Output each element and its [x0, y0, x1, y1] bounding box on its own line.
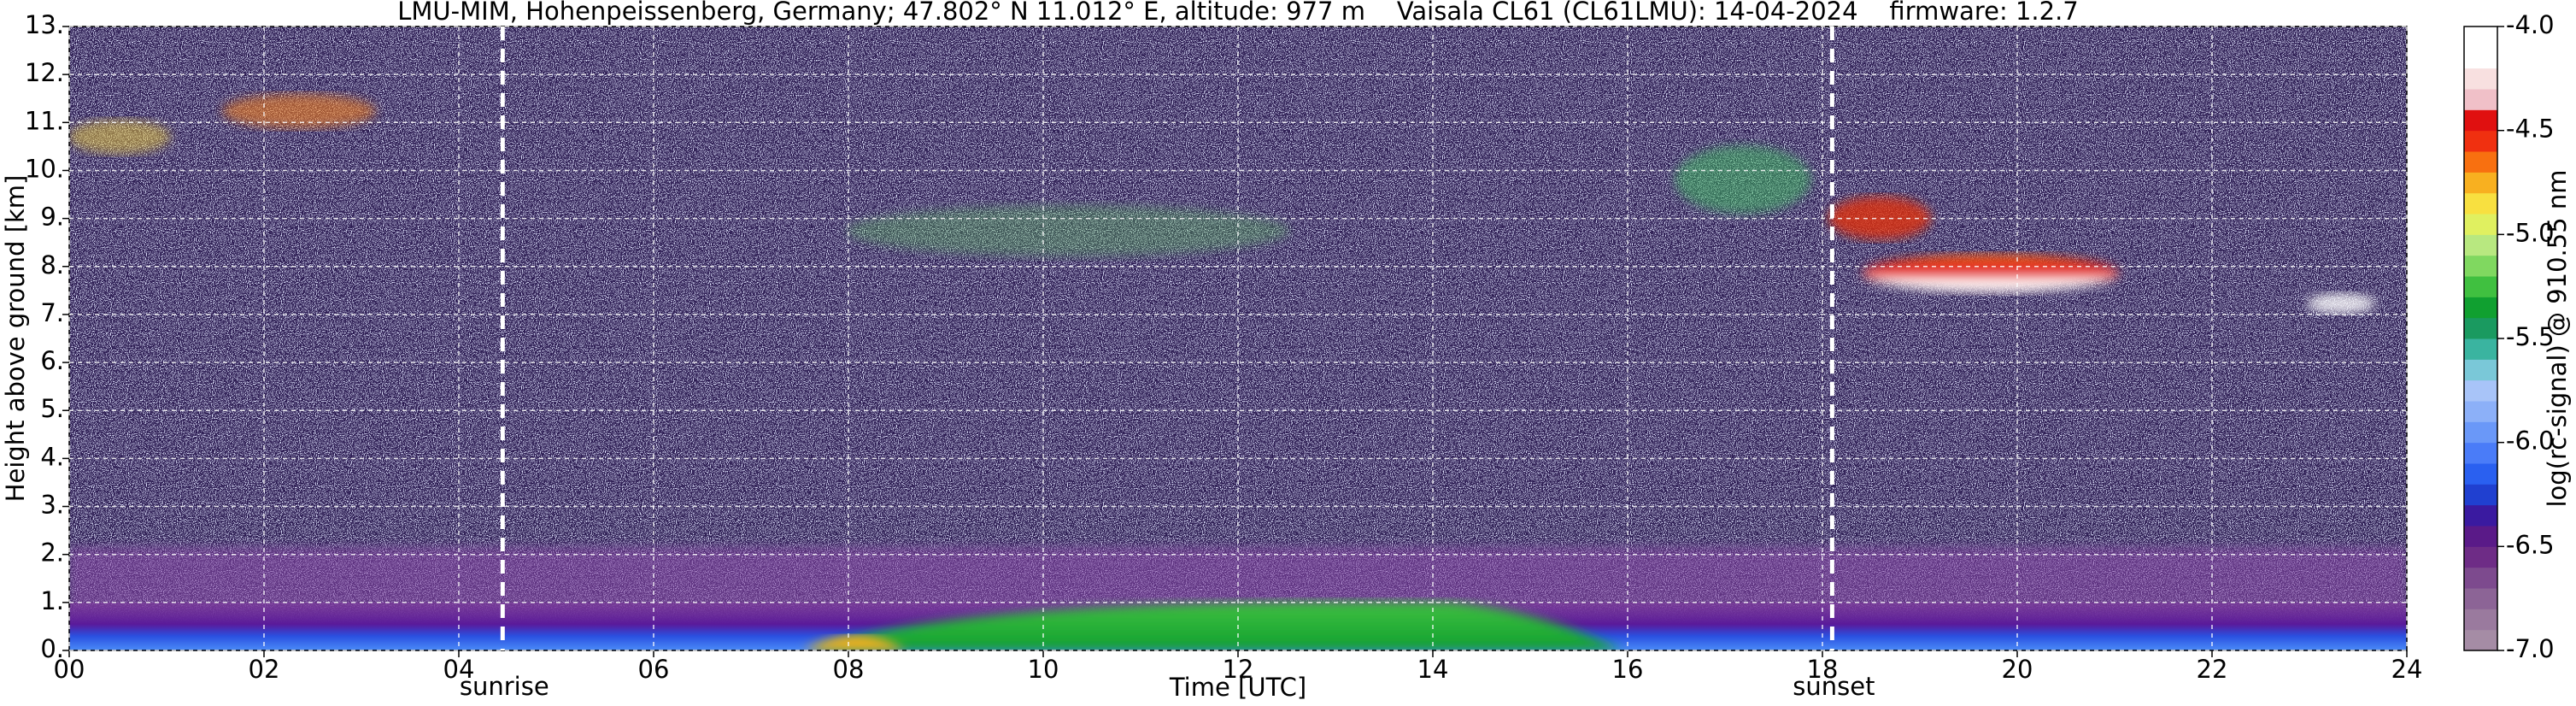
x-tick-label: 04 — [443, 655, 475, 684]
x-tick-label: 08 — [833, 655, 865, 684]
colorbar-swatch — [2464, 359, 2497, 381]
colorbar-swatch — [2464, 484, 2497, 506]
colorbar-swatch — [2464, 214, 2497, 235]
colorbar-swatch — [2464, 338, 2497, 360]
colorbar-swatch — [2464, 463, 2497, 485]
x-tick-label: 06 — [638, 655, 670, 684]
colorbar-swatch — [2464, 629, 2497, 651]
colorbar-swatch — [2464, 401, 2497, 422]
y-axis-label: Height above ground [km] — [1, 175, 30, 503]
colorbar-tick-label: -4.5 — [2506, 115, 2555, 144]
y-tick-label: 13. — [25, 10, 64, 39]
y-tick-label: 11. — [25, 106, 64, 135]
colorbar-swatch — [2464, 442, 2497, 464]
colorbar-swatch — [2464, 130, 2497, 152]
y-tick-label: 6. — [40, 346, 64, 375]
annotation-label: sunrise — [460, 672, 549, 701]
colorbar-swatch — [2464, 526, 2497, 547]
colorbar-swatch — [2464, 567, 2497, 589]
colorbar-swatch — [2464, 297, 2497, 319]
colorbar-swatch — [2464, 588, 2497, 609]
colorbar-tick-label: -5.0 — [2506, 218, 2555, 247]
x-tick-label: 02 — [249, 655, 280, 684]
colorbar-tick-label: -6.5 — [2506, 530, 2555, 559]
y-tick-label: 7. — [40, 298, 64, 327]
x-tick-label: 20 — [2002, 655, 2033, 684]
colorbar-tick-label: -4.0 — [2506, 10, 2555, 39]
colorbar-swatch — [2464, 151, 2497, 173]
y-tick-label: 10. — [25, 154, 64, 183]
colorbar-swatch — [2464, 26, 2497, 48]
x-tick-label: 12 — [1223, 655, 1254, 684]
x-axis-label: Time [UTC] — [1169, 673, 1306, 702]
x-tick-label: 24 — [2391, 655, 2423, 684]
x-tick-label: 10 — [1028, 655, 1059, 684]
colorbar-swatch — [2464, 504, 2497, 527]
y-tick-label: 9. — [40, 203, 64, 232]
x-tick-label: 00 — [54, 655, 85, 684]
colorbar-swatch — [2464, 421, 2497, 444]
y-tick-label: 4. — [40, 442, 64, 471]
colorbar-swatch — [2464, 379, 2497, 402]
colorbar-swatch — [2464, 68, 2497, 90]
y-tick-label: 12. — [25, 58, 64, 87]
annotation-label: sunset — [1793, 672, 1875, 701]
colorbar-swatch — [2464, 89, 2497, 110]
y-tick-label: 2. — [40, 538, 64, 568]
colorbar-swatch — [2464, 47, 2497, 69]
x-tick-label: 14 — [1417, 655, 1449, 684]
colorbar-swatch — [2464, 234, 2497, 256]
y-tick-label: 1. — [40, 586, 64, 615]
x-tick-label: 16 — [1612, 655, 1644, 684]
colorbar-tick-label: -6.0 — [2506, 427, 2555, 456]
y-tick-label: 3. — [40, 491, 64, 520]
colorbar-tick-label: -5.5 — [2506, 322, 2555, 351]
colorbar-swatch — [2464, 609, 2497, 631]
y-tick-label: 8. — [40, 250, 64, 279]
y-tick-label: 0. — [40, 634, 64, 663]
colorbar-swatch — [2464, 276, 2497, 297]
colorbar-swatch — [2464, 546, 2497, 568]
colorbar-swatch — [2464, 192, 2497, 215]
colorbar-swatch — [2464, 109, 2497, 132]
chart-title: LMU-MIM, Hohenpeissenberg, Germany; 47.8… — [397, 0, 2079, 26]
x-tick-label: 18 — [1807, 655, 1839, 684]
x-tick-label: 22 — [2197, 655, 2228, 684]
colorbar-tick-label: -7.0 — [2506, 634, 2555, 663]
colorbar-swatch — [2464, 172, 2497, 194]
colorbar-label: log(rc-signal) @ 910.55 nm — [2543, 169, 2572, 507]
y-tick-label: 5. — [40, 394, 64, 423]
colorbar-swatch — [2464, 317, 2497, 339]
colorbar-swatch — [2464, 255, 2497, 277]
